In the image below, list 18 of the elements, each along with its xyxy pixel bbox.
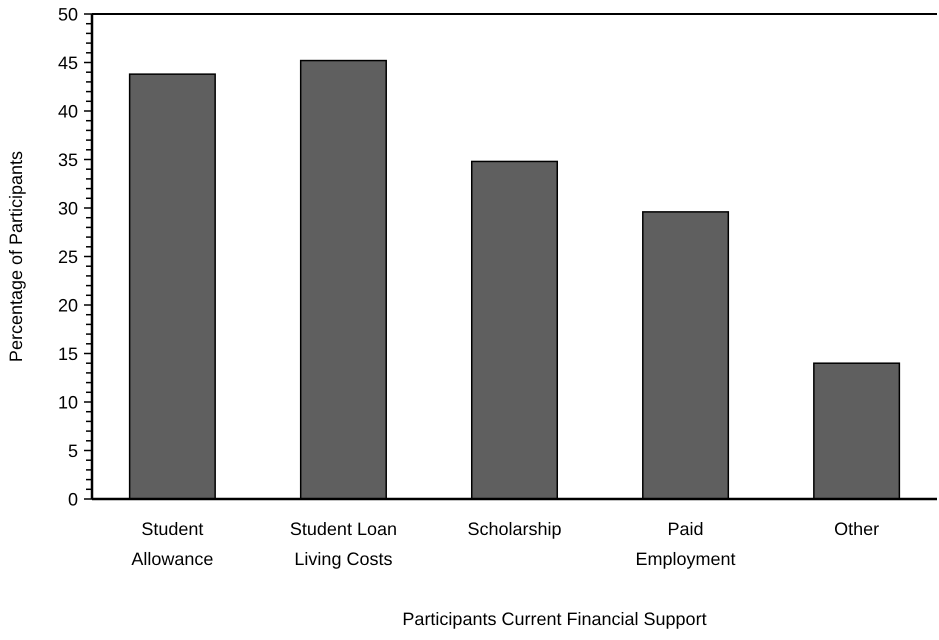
x-tick-label: Student Allowance: [131, 519, 214, 569]
x-tick-label: Paid Employment: [636, 519, 736, 569]
x-tick-label: Scholarship: [467, 519, 562, 539]
y-tick-label: 50: [58, 4, 78, 24]
x-tick-label: Student Loan Living Costs: [290, 519, 397, 569]
y-tick-label: 0: [68, 489, 78, 510]
x-tick-label: Other: [834, 519, 880, 539]
y-tick-label: 35: [58, 150, 78, 170]
y-tick-label: 5: [68, 440, 78, 461]
y-tick-label: 30: [58, 198, 78, 218]
y-tick-label: 40: [58, 101, 78, 122]
y-axis-title: Percentage of Participants: [6, 150, 26, 362]
y-tick-label: 45: [58, 52, 78, 73]
y-tick-label: 20: [58, 295, 78, 316]
y-tick-label: 25: [58, 246, 78, 267]
x-axis-title: Participants Current Financial Support: [402, 609, 707, 629]
y-tick-label: 10: [58, 392, 78, 412]
y-tick-label: 15: [58, 344, 78, 364]
